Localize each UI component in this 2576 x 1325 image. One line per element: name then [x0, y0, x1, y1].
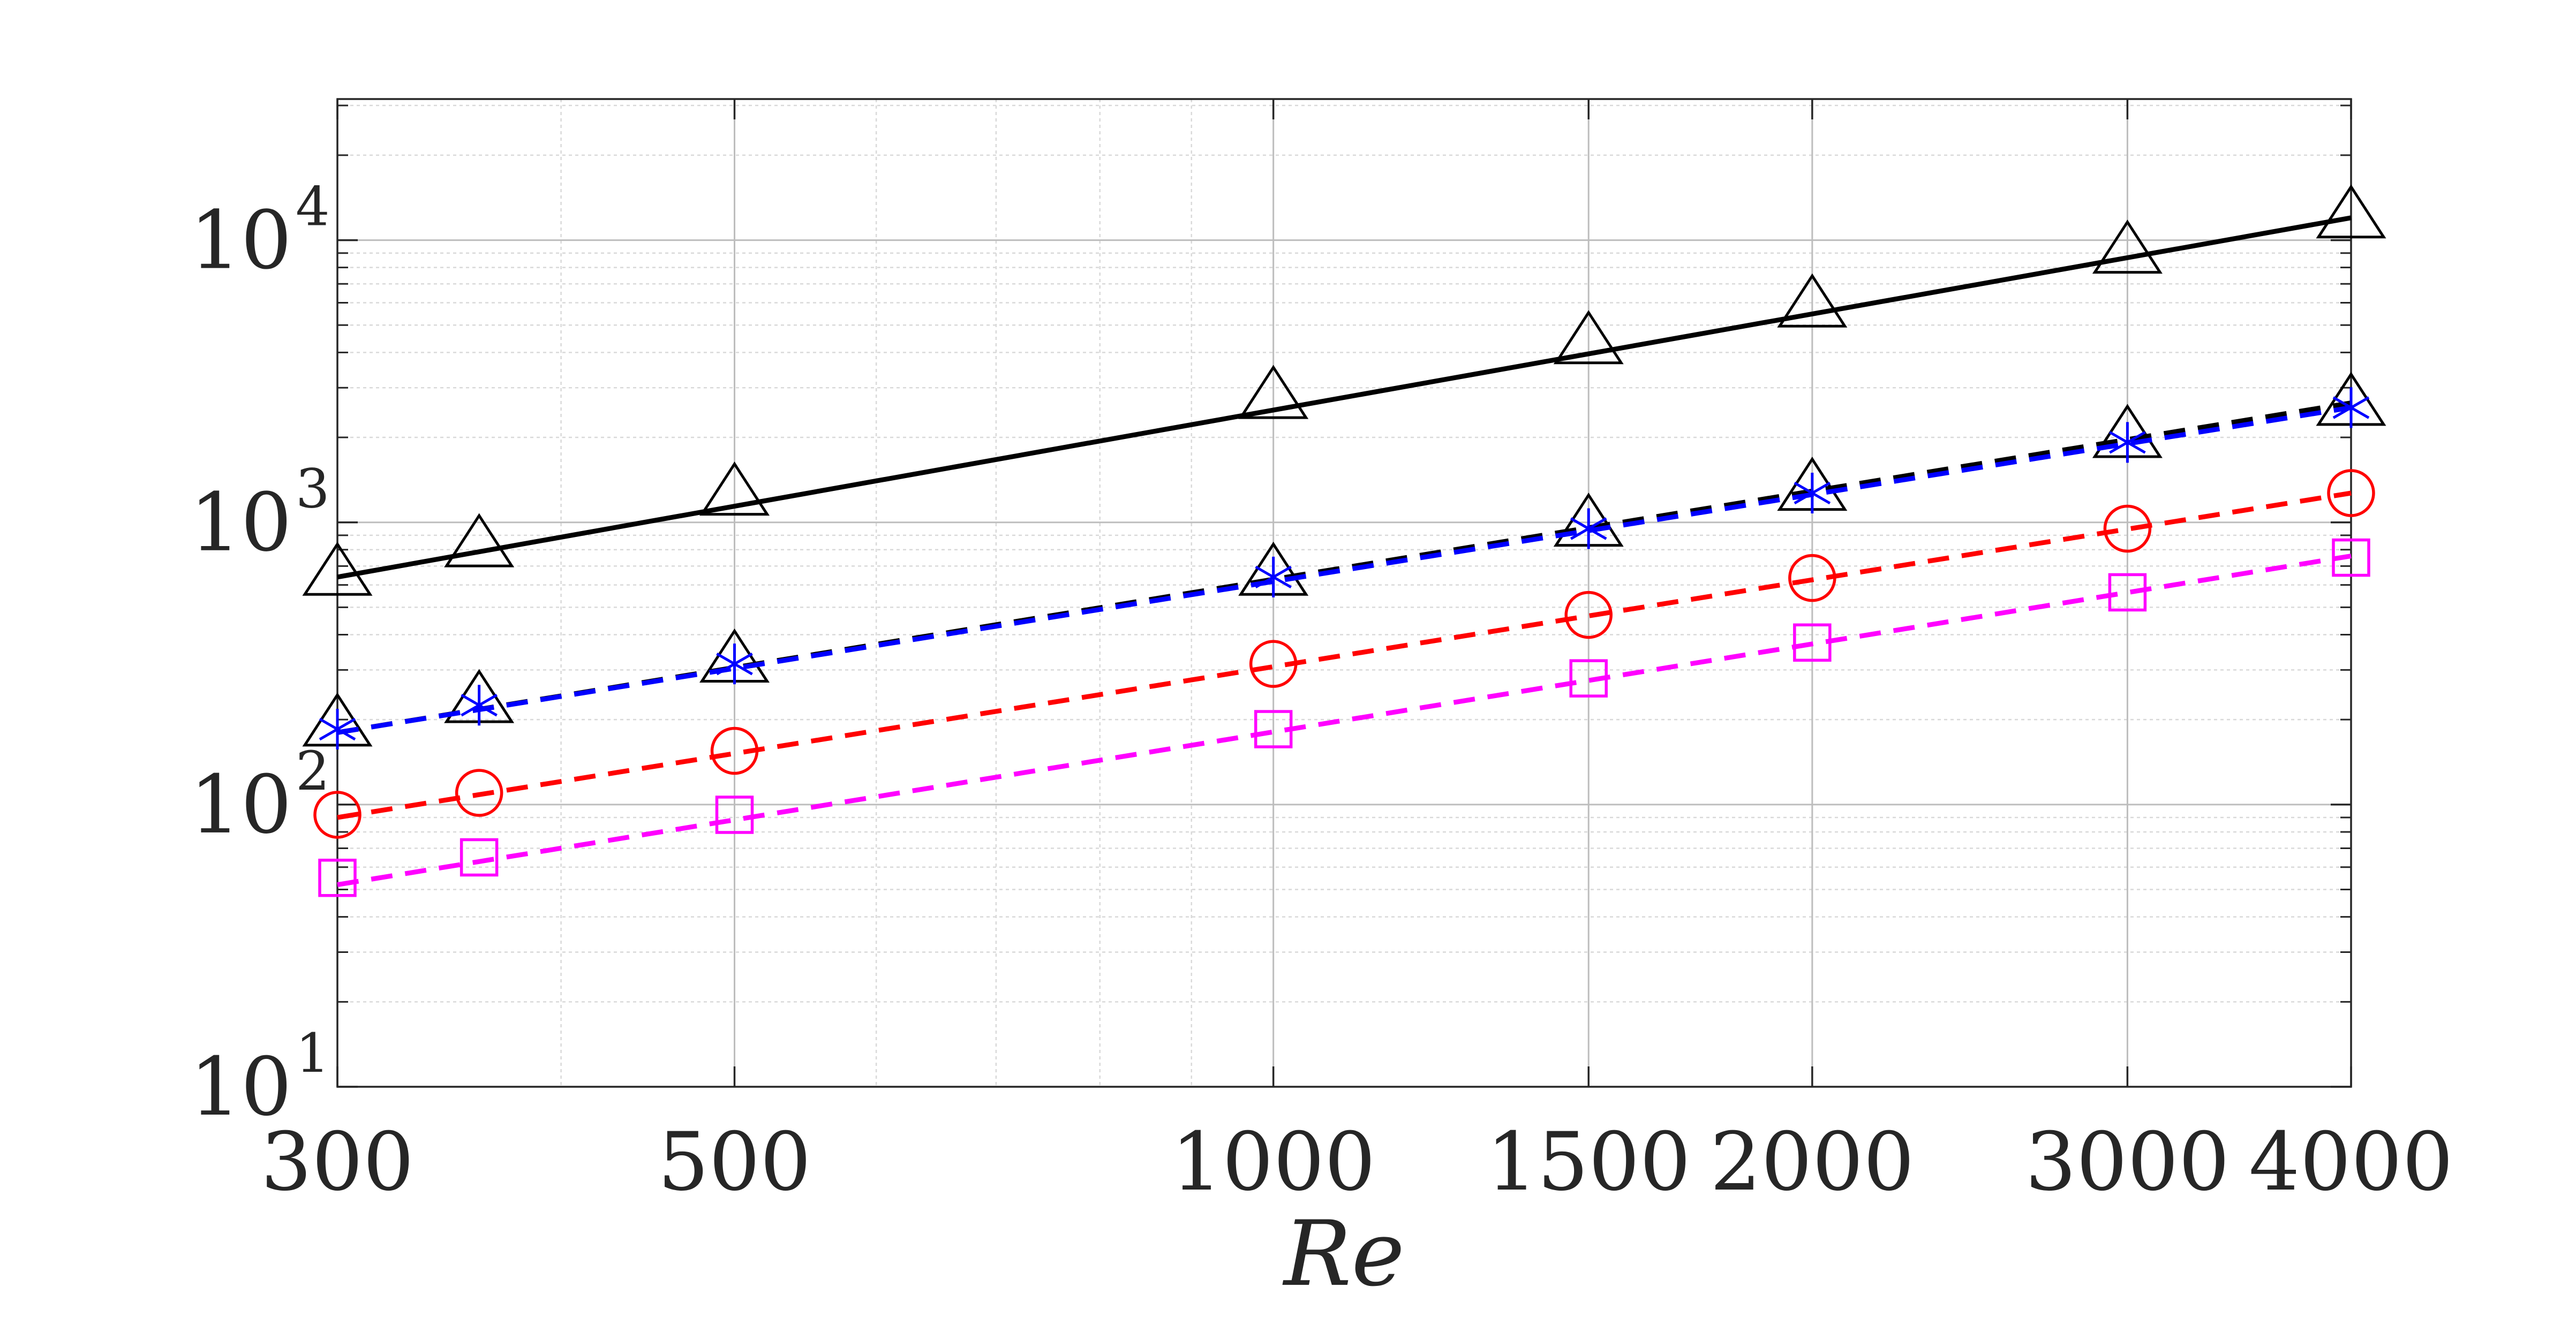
- x-tick-label: 3000: [2025, 1116, 2230, 1209]
- y-tick-label: 10: [190, 1041, 292, 1134]
- triangle-marker: [1238, 365, 1309, 419]
- y-tick-exponent: 2: [296, 740, 330, 802]
- series-square-4: [318, 538, 2370, 897]
- square-marker: [715, 796, 754, 834]
- asterisk-stroke: [1794, 481, 1831, 505]
- axes-box: [336, 98, 2352, 1088]
- asterisk-marker: [1255, 556, 1292, 597]
- series-line: [337, 554, 2352, 888]
- triangle-marker: [2092, 219, 2163, 274]
- y-tick-label: 10: [190, 476, 292, 570]
- y-tick-base: 10: [190, 194, 292, 287]
- triangle-marker: [699, 461, 770, 516]
- asterisk-stroke: [2109, 431, 2146, 454]
- triangle-marker: [2316, 184, 2386, 239]
- asterisk-stroke: [461, 694, 498, 717]
- circle-marker: [1564, 590, 1613, 639]
- x-tick-label: 1500: [1486, 1116, 1691, 1209]
- plot-area-background: [337, 99, 2351, 1087]
- circle-marker: [313, 791, 361, 839]
- x-axis-label: Re: [1282, 1201, 1405, 1306]
- triangle-marker: [444, 513, 515, 567]
- y-tick-base: 10: [190, 759, 292, 852]
- y-tick-exponent: 3: [296, 458, 330, 520]
- square-marker: [1254, 710, 1293, 748]
- axes-frame: [336, 98, 2352, 1088]
- x-tick-label: 1000: [1171, 1116, 1376, 1209]
- circle-marker: [1788, 554, 1836, 602]
- square-marker: [1569, 659, 1608, 698]
- asterisk-stroke: [319, 717, 356, 741]
- triangle-marker: [1553, 310, 1624, 365]
- series-line: [337, 490, 2352, 820]
- square-marker: [1793, 623, 1832, 662]
- square-marker: [2108, 573, 2147, 612]
- asterisk-stroke: [716, 653, 753, 676]
- asterisk-marker: [461, 685, 498, 726]
- circle-marker: [455, 769, 503, 817]
- x-tick-labels: 300 500 1000 1500 2000 3000 4000: [261, 1116, 2453, 1209]
- series-asterisk-2: [319, 387, 2370, 750]
- x-tick-label: 4000: [2249, 1116, 2453, 1209]
- asterisk-stroke: [1255, 565, 1292, 589]
- square-marker: [460, 838, 499, 877]
- asterisk-marker: [2109, 422, 2146, 463]
- x-tick-label: 500: [658, 1116, 811, 1209]
- asterisk-marker: [1570, 508, 1607, 549]
- y-tick-exponent: 1: [296, 1022, 330, 1085]
- circle-marker: [1249, 640, 1298, 688]
- y-tick-exponent: 4: [296, 176, 330, 238]
- asterisk-stroke: [1570, 517, 1607, 540]
- circle-marker: [2327, 469, 2375, 517]
- x-tick-label: 2000: [1710, 1116, 1915, 1209]
- asterisk-marker: [1794, 472, 1831, 513]
- circle-marker: [710, 726, 759, 775]
- series-triangle-0: [302, 184, 2386, 596]
- x-tick-label: 300: [261, 1116, 414, 1209]
- series-circle-3: [313, 469, 2375, 839]
- triangle-marker: [1777, 273, 1848, 328]
- minor-grid: [337, 99, 2351, 1087]
- square-marker: [318, 858, 357, 897]
- series-line: [337, 215, 2352, 580]
- asterisk-marker: [2332, 387, 2370, 428]
- square-marker: [2332, 538, 2370, 577]
- asterisk-marker: [319, 709, 356, 750]
- series-line: [337, 400, 2352, 735]
- series-line: [337, 405, 2352, 735]
- y-tick-base: 10: [190, 476, 292, 570]
- triangle-marker: [302, 541, 373, 596]
- y-tick-label: 10: [190, 194, 292, 287]
- series-layer: [302, 184, 2386, 897]
- circle-marker: [2103, 504, 2152, 553]
- y-tick-base: 10: [190, 1041, 292, 1134]
- asterisk-marker: [716, 643, 753, 685]
- asterisk-stroke: [2332, 396, 2370, 419]
- y-tick-label: 10: [190, 759, 292, 852]
